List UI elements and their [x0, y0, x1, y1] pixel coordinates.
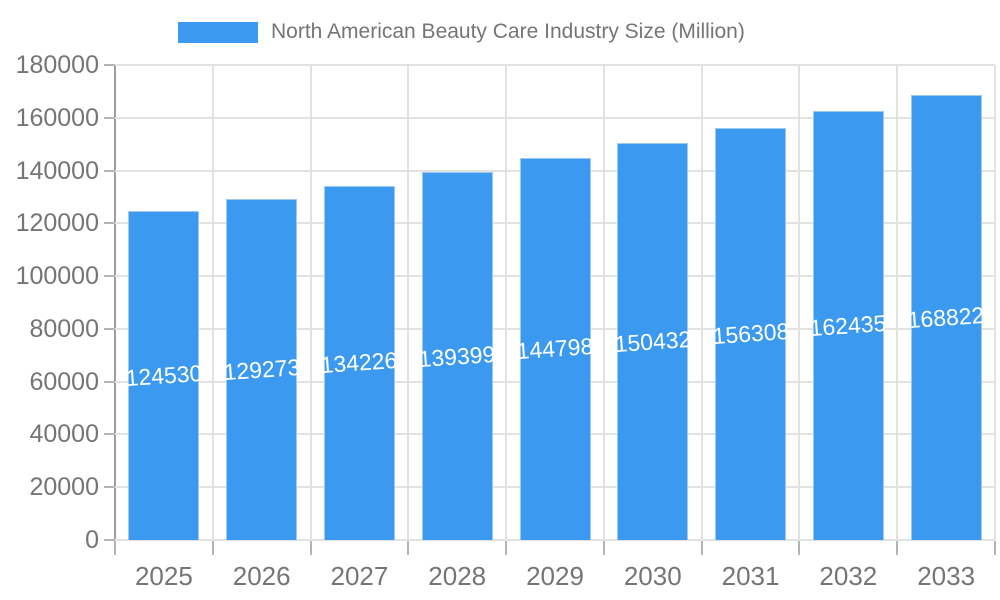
x-axis-label: 2031 — [721, 561, 780, 591]
bar-value-label: 168822 — [906, 301, 986, 333]
x-axis-label: 2030 — [623, 561, 682, 591]
y-gridline — [115, 539, 995, 541]
y-tick — [104, 539, 115, 541]
bar-value-label: 144798 — [515, 333, 595, 365]
x-axis-label: 2027 — [330, 561, 389, 591]
x-gridline — [896, 65, 899, 540]
x-gridline — [505, 65, 508, 540]
x-axis-label: 2032 — [819, 561, 878, 591]
y-axis-label: 60000 — [29, 367, 99, 396]
y-axis-label: 140000 — [15, 156, 99, 185]
bar[interactable]: 124530 — [125, 211, 203, 540]
x-tick — [309, 541, 312, 555]
y-axis-label: 120000 — [15, 209, 99, 238]
x-gridline — [700, 65, 703, 540]
y-axis-label: 100000 — [15, 262, 99, 291]
y-axis-label: 180000 — [15, 51, 99, 79]
bar-value-label: 162435 — [809, 310, 888, 342]
bar[interactable]: 134226 — [320, 185, 399, 540]
x-tick — [602, 541, 605, 555]
x-tick — [994, 541, 996, 555]
bar-value-label: 139399 — [417, 340, 497, 372]
y-tick — [104, 222, 115, 225]
bar-value-label: 134226 — [320, 347, 399, 379]
chart-legend[interactable]: North American Beauty Care Industry Size… — [178, 20, 745, 44]
y-axis-label: 160000 — [15, 103, 99, 132]
y-tick — [104, 64, 115, 66]
bar-value-label: 150432 — [613, 325, 692, 358]
x-axis-label: 2026 — [232, 561, 291, 591]
x-tick — [700, 541, 703, 555]
bar-value-label: 129273 — [222, 353, 301, 386]
y-tick — [104, 433, 115, 436]
x-tick — [798, 541, 801, 555]
y-axis-label: 40000 — [29, 420, 99, 449]
y-axis-line — [114, 65, 116, 555]
x-gridline — [309, 65, 312, 540]
x-tick — [407, 541, 410, 555]
bar-value-label: 124530 — [124, 360, 204, 392]
legend-swatch — [178, 21, 258, 43]
x-gridline — [211, 65, 214, 540]
plot-area: 124530 129273 134226 139399 144798 150432 1563… — [115, 64, 996, 541]
x-axis-label: 2029 — [526, 561, 584, 591]
bar[interactable]: 144798 — [516, 157, 594, 540]
legend-label: North American Beauty Care Industry Size… — [271, 20, 745, 43]
y-tick — [104, 116, 115, 119]
x-axis-label: 2033 — [917, 561, 976, 591]
y-tick — [104, 169, 115, 172]
x-axis-label: 2028 — [428, 561, 487, 591]
x-gridline — [798, 65, 801, 540]
bar-value-label: 156308 — [711, 318, 790, 350]
y-axis-label: 80000 — [29, 314, 99, 343]
x-tick — [896, 541, 899, 555]
x-axis-label: 2025 — [134, 561, 193, 591]
bar[interactable]: 156308 — [711, 127, 790, 540]
bar[interactable]: 162435 — [809, 111, 887, 540]
x-tick — [211, 541, 214, 555]
y-tick — [104, 327, 115, 330]
y-gridline — [115, 64, 995, 66]
y-gridline — [115, 116, 995, 119]
y-axis-label: 20000 — [29, 473, 99, 502]
bar[interactable]: 168822 — [907, 94, 985, 540]
x-tick — [505, 541, 508, 555]
bar[interactable]: 139399 — [418, 172, 496, 540]
x-gridline — [994, 65, 996, 540]
x-gridline — [602, 65, 605, 540]
y-axis-label: 0 — [85, 526, 99, 554]
y-tick — [104, 275, 115, 278]
bar[interactable]: 129273 — [222, 198, 301, 540]
x-gridline — [407, 65, 410, 540]
x-tick — [114, 541, 116, 555]
bar[interactable]: 150432 — [614, 143, 692, 540]
y-tick — [104, 486, 115, 489]
y-tick — [104, 380, 115, 383]
